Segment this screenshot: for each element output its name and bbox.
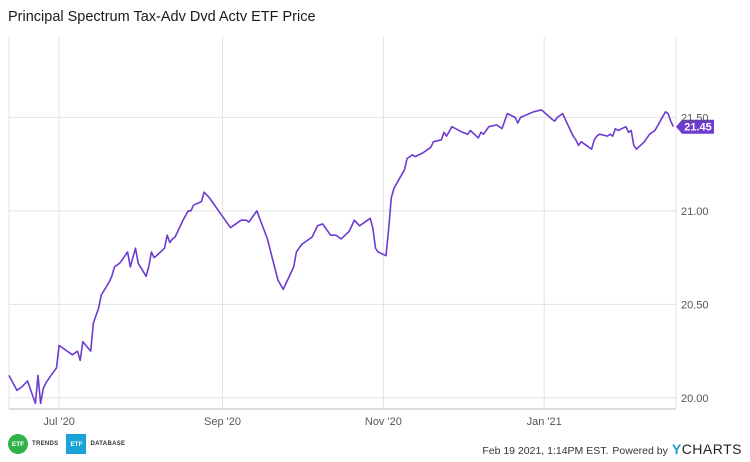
last-value-label: 21.45 bbox=[684, 122, 712, 134]
x-tick-label: Sep '20 bbox=[204, 416, 241, 428]
etf-trends-logo[interactable]: ETF bbox=[8, 434, 28, 454]
powered-by-label: Powered by bbox=[612, 445, 668, 457]
axis-lines bbox=[8, 37, 677, 410]
y-tick-label: 20.50 bbox=[681, 299, 709, 311]
price-series: 21.45 bbox=[8, 109, 714, 405]
y-tick-label: 21.50 bbox=[681, 112, 709, 124]
tick-labels: Jul '20 Sep '20 Nov '20 Jan '21 20.00 20.50 21… bbox=[43, 112, 708, 428]
etf-database-wordmark: DATABASE bbox=[90, 441, 126, 447]
y-tick-label: 21.00 bbox=[681, 206, 709, 218]
ycharts-logo[interactable]: YCHARTS bbox=[671, 441, 742, 457]
chart-title: Principal Spectrum Tax-Adv Dvd Actv ETF … bbox=[8, 9, 316, 25]
y-tick-label: 20.00 bbox=[681, 393, 709, 405]
x-tick-label: Nov '20 bbox=[365, 416, 402, 428]
timestamp: Feb 19 2021, 1:14PM EST. bbox=[482, 445, 609, 457]
etf-trends-wordmark: TRENDS bbox=[32, 441, 59, 447]
grid-lines bbox=[9, 37, 676, 409]
etf-database-logo[interactable]: ETF bbox=[66, 434, 87, 454]
x-tick-label: Jan '21 bbox=[527, 416, 562, 428]
price-line bbox=[8, 109, 675, 405]
x-tick-label: Jul '20 bbox=[43, 416, 74, 428]
footer-logos: ETF TRENDS ETF DATABASE bbox=[8, 434, 129, 454]
last-value-tag bbox=[676, 119, 714, 134]
footer-attribution: Feb 19 2021, 1:14PM EST. Powered by YCHA… bbox=[482, 441, 742, 457]
